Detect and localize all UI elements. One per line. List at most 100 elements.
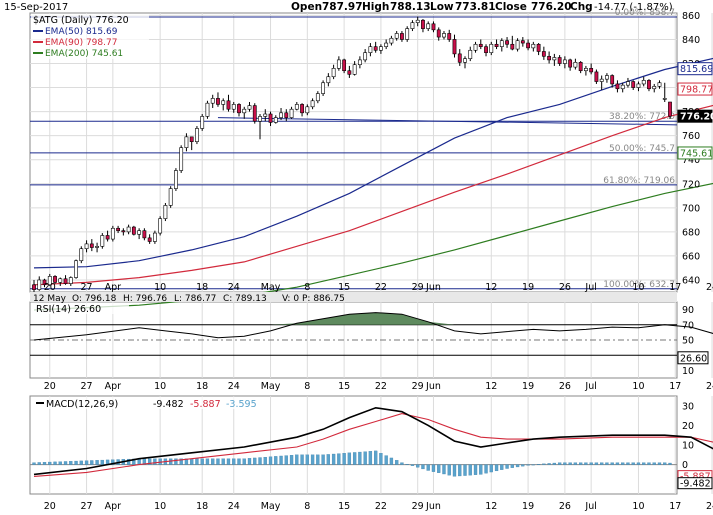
candle-down xyxy=(131,226,136,235)
x-tick-label-price: 15 xyxy=(338,282,350,293)
candle-up xyxy=(68,277,73,284)
candle-up xyxy=(100,235,105,247)
candle-down xyxy=(547,55,552,61)
macd-histogram-bar xyxy=(232,458,236,465)
x-tick-label-price: 8 xyxy=(304,282,310,293)
x-tick-label-rsi: May xyxy=(261,381,281,392)
x-tick-label-rsi: Jun xyxy=(425,381,441,392)
macd-histogram-bar xyxy=(505,464,509,469)
x-tick-label-rsi: 24 xyxy=(706,381,713,392)
x-tick-label-macd: 22 xyxy=(375,501,387,512)
candle-up xyxy=(389,37,394,44)
macd-histogram-bar xyxy=(563,462,567,465)
macd-histogram-bar xyxy=(253,457,257,465)
x-tick-label-macd: 8 xyxy=(304,501,310,512)
macd-histogram-bar xyxy=(179,458,183,465)
fibonacci-level-label: 0.00%: 858.7 xyxy=(615,8,675,18)
x-tick-label-rsi: 20 xyxy=(44,381,56,392)
macd-histogram-bar xyxy=(242,458,246,465)
candle-up xyxy=(363,52,368,61)
macd-histogram-bar xyxy=(268,456,273,465)
candle-up xyxy=(410,22,415,29)
macd-histogram-bar xyxy=(258,457,262,465)
candle-up xyxy=(158,218,163,234)
x-tick-label-price: 12 xyxy=(485,282,497,293)
macd-histogram-bar xyxy=(463,464,467,476)
macd-histogram-bar xyxy=(363,451,367,465)
legend-ema200: EMA(200) 745.61 xyxy=(45,49,123,59)
macd-histogram-bar xyxy=(274,456,278,465)
macd-histogram-bar xyxy=(331,453,336,465)
macd-histogram-bar xyxy=(484,464,488,474)
price-value-label: 776.20 xyxy=(680,112,713,123)
macd-histogram-bar xyxy=(74,460,78,465)
candle-up xyxy=(562,59,567,64)
macd-histogram-bar xyxy=(384,455,388,465)
x-tick-label-rsi: 27 xyxy=(81,381,93,392)
candle-up xyxy=(584,68,588,72)
legend-background xyxy=(31,14,149,59)
candle-down xyxy=(431,23,436,31)
macd-value-label: -9.482 xyxy=(680,479,711,490)
rsi-value-tag xyxy=(677,351,709,365)
macd-histogram-bar xyxy=(147,458,152,465)
candle-up xyxy=(442,33,446,38)
candle-up xyxy=(294,104,299,110)
candle-down xyxy=(615,83,620,90)
candle-down xyxy=(284,112,289,118)
x-tick-label-price: May xyxy=(261,282,281,293)
candle-up xyxy=(573,62,578,68)
macd-histogram-bar xyxy=(32,462,36,465)
candle-up xyxy=(426,23,431,29)
candle-down xyxy=(300,104,304,114)
x-tick-label-rsi: 24 xyxy=(228,381,240,392)
candle-down xyxy=(610,75,615,85)
candle-up xyxy=(74,260,78,278)
macd-histogram-bar xyxy=(216,458,220,465)
candle-down xyxy=(541,51,546,57)
price-axis-tick-label: 660 xyxy=(682,251,700,262)
x-tick-label-rsi: 10 xyxy=(632,381,644,392)
candle-up xyxy=(515,40,520,50)
macd-histogram-bar xyxy=(190,458,194,465)
header-chg-value: -14.77 (-1.87%) xyxy=(594,2,673,13)
macd-histogram-bar xyxy=(79,460,83,465)
x-tick-label-rsi: 18 xyxy=(196,381,208,392)
rsi-legend-background xyxy=(31,303,129,314)
candle-up xyxy=(247,105,252,110)
rsi-line xyxy=(33,312,713,341)
candle-down xyxy=(400,33,404,40)
header-open-value: 787.97 xyxy=(322,1,363,13)
macd-histogram-bar xyxy=(395,460,399,465)
candle-up xyxy=(79,248,84,262)
header-chg-label: Chg xyxy=(570,1,593,13)
macd-histogram-bar xyxy=(247,458,252,465)
candle-down xyxy=(121,230,126,233)
macd-histogram-bar xyxy=(100,459,104,465)
x-tick-label-macd: May xyxy=(261,501,281,512)
macd-histogram-bar xyxy=(53,461,57,465)
macd-histogram-bar xyxy=(284,455,288,465)
candle-up xyxy=(95,246,99,248)
candle-down xyxy=(447,33,452,40)
macd-histogram-bar xyxy=(63,461,68,465)
candle-up xyxy=(152,232,157,242)
x-tick-label-price: 22 xyxy=(375,282,387,293)
macd-histogram-bar xyxy=(515,464,520,468)
x-tick-label-price: 29 xyxy=(412,282,424,293)
x-tick-label-macd: 27 xyxy=(81,501,93,512)
candle-up xyxy=(405,28,410,40)
candle-down xyxy=(668,101,672,117)
macd-histogram-bar xyxy=(489,464,493,473)
candle-up xyxy=(636,83,641,88)
macd-histogram-bar xyxy=(379,453,383,465)
x-tick-label-price: 17 xyxy=(669,282,681,293)
macd-histogram-bar xyxy=(90,460,94,465)
x-tick-label-rsi: 10 xyxy=(154,381,166,392)
macd-histogram-bar xyxy=(473,464,478,475)
header-low-label: Low xyxy=(430,1,454,13)
macd-histogram-bar xyxy=(500,464,504,470)
candle-up xyxy=(605,75,609,80)
macd-histogram-bar xyxy=(405,464,409,465)
macd-histogram-bar xyxy=(126,458,131,465)
